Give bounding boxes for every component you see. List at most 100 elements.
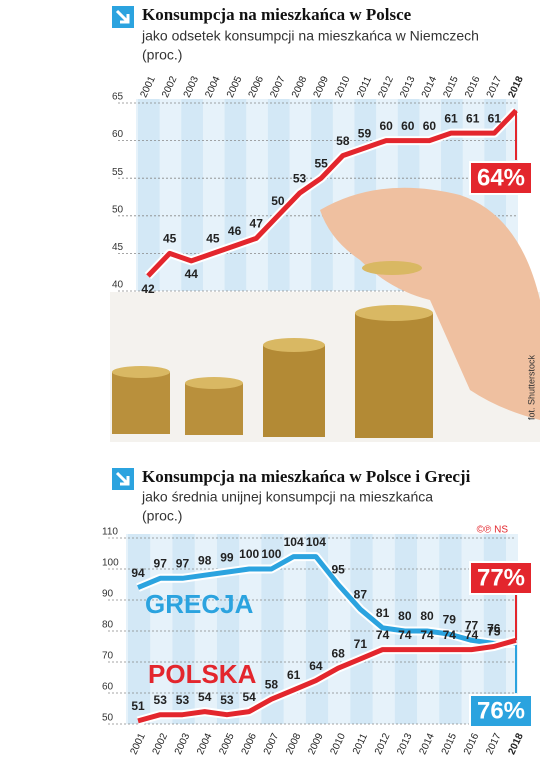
photo xyxy=(110,187,540,442)
value-label: 71 xyxy=(354,637,368,651)
value-label: 80 xyxy=(420,609,434,623)
value-label: 99 xyxy=(220,550,234,564)
value-label: 60 xyxy=(379,119,393,133)
value-label: 75 xyxy=(487,625,501,639)
hand xyxy=(320,187,540,420)
x-tick-label: 2016 xyxy=(463,74,483,99)
x-tick-label: 2016 xyxy=(462,731,482,756)
x-tick-label: 2001 xyxy=(138,74,158,99)
coin-top xyxy=(112,366,170,378)
x-tick-label: 2012 xyxy=(377,74,397,99)
x-tick-label: 2018 xyxy=(506,731,526,756)
value-label: 45 xyxy=(206,232,220,246)
plot-stripe xyxy=(311,99,333,291)
value-label: 74 xyxy=(398,628,412,642)
value-label: 97 xyxy=(176,556,190,570)
value-label: 87 xyxy=(354,587,368,601)
x-tick-label: 2012 xyxy=(373,731,393,756)
x-tick-label: 2011 xyxy=(351,732,370,757)
coin-stack xyxy=(185,383,243,435)
coin-stack xyxy=(112,372,170,434)
x-tick-label: 2014 xyxy=(420,74,440,99)
y-tick-label: 60 xyxy=(112,129,124,140)
value-label: 51 xyxy=(131,699,145,713)
value-label: 53 xyxy=(220,693,234,707)
callout-label: 77% xyxy=(477,564,525,591)
series-line xyxy=(137,637,517,724)
value-label: 76 xyxy=(487,622,501,636)
x-tick-label: 2004 xyxy=(195,731,215,756)
plot-stripe xyxy=(128,534,151,724)
value-label: 95 xyxy=(331,563,345,577)
x-tick-label: 2011 xyxy=(355,75,374,100)
x-tick-label: 2013 xyxy=(395,731,415,756)
unit: (proc.) xyxy=(142,508,182,524)
y-tick-label: 50 xyxy=(112,204,124,215)
value-label: 61 xyxy=(444,111,458,125)
unit: (proc.) xyxy=(142,47,182,63)
chart-title: Konsumpcja na mieszkańca w Polsce i Grec… xyxy=(142,467,471,486)
value-label: 55 xyxy=(314,156,328,170)
value-label: 59 xyxy=(358,126,372,140)
callout-box xyxy=(469,161,533,195)
value-label: 53 xyxy=(154,693,168,707)
x-tick-label: 2006 xyxy=(240,731,260,756)
icon-arrow xyxy=(115,471,130,486)
x-tick-label: 2013 xyxy=(398,74,418,99)
x-tick-label: 2015 xyxy=(440,731,460,756)
x-tick-label: 2017 xyxy=(484,731,504,756)
x-tick-label: 2005 xyxy=(225,74,245,99)
series-line xyxy=(146,108,518,278)
photo-credit: fot. Shutterstock xyxy=(526,354,536,420)
coin-top xyxy=(355,305,433,321)
value-label: 74 xyxy=(465,628,479,642)
x-tick-label: 2008 xyxy=(290,74,310,99)
series-line xyxy=(137,554,516,646)
x-tick-label: 2017 xyxy=(485,74,505,99)
plot-stripe xyxy=(350,534,373,724)
value-label: 79 xyxy=(443,612,457,626)
chart-subtitle: jako średnia unijnej konsumpcji na miesz… xyxy=(141,489,433,505)
value-label: 104 xyxy=(306,535,326,549)
x-tick-label: 2007 xyxy=(262,731,282,756)
y-tick-label: 80 xyxy=(102,620,114,631)
value-label: 58 xyxy=(336,134,350,148)
value-label: 47 xyxy=(250,217,264,231)
value-label: 61 xyxy=(287,668,301,682)
x-tick-label: 2005 xyxy=(217,731,237,756)
value-label: 46 xyxy=(228,224,242,238)
callout-box xyxy=(469,694,533,728)
value-label: 100 xyxy=(261,547,281,561)
value-label: 74 xyxy=(420,628,434,642)
value-label: 94 xyxy=(131,566,145,580)
value-label: 45 xyxy=(163,232,177,246)
value-label: 54 xyxy=(198,690,212,704)
series-name: POLSKA xyxy=(148,659,257,689)
y-tick-label: 45 xyxy=(112,242,124,253)
coin-stack xyxy=(355,313,433,438)
value-label: 80 xyxy=(398,609,412,623)
x-tick-label: 2009 xyxy=(312,74,332,99)
x-tick-label: 2014 xyxy=(417,731,437,756)
y-tick-label: 40 xyxy=(112,280,124,291)
plot-stripe xyxy=(439,534,462,724)
coin xyxy=(362,261,422,275)
x-tick-label: 2008 xyxy=(284,731,304,756)
plot-stripe xyxy=(224,99,247,291)
x-tick-label: 2010 xyxy=(333,74,353,99)
x-tick-label: 2003 xyxy=(173,731,193,756)
coin-stack xyxy=(263,345,325,437)
x-tick-label: 2004 xyxy=(203,74,223,99)
value-label: 77 xyxy=(465,618,479,632)
value-label: 42 xyxy=(141,282,155,296)
y-tick-label: 100 xyxy=(102,558,119,569)
y-tick-label: 60 xyxy=(102,682,114,693)
chart-title: Konsumpcja na mieszkańca w Polsce xyxy=(142,5,412,24)
chart-subtitle: jako odsetek konsumpcji na mieszkańca w … xyxy=(141,28,479,44)
value-label: 44 xyxy=(185,267,199,281)
x-tick-label: 2006 xyxy=(247,74,267,99)
value-label: 68 xyxy=(331,646,345,660)
value-label: 100 xyxy=(239,547,259,561)
coin-top xyxy=(185,377,243,389)
x-tick-label: 2007 xyxy=(268,74,288,99)
